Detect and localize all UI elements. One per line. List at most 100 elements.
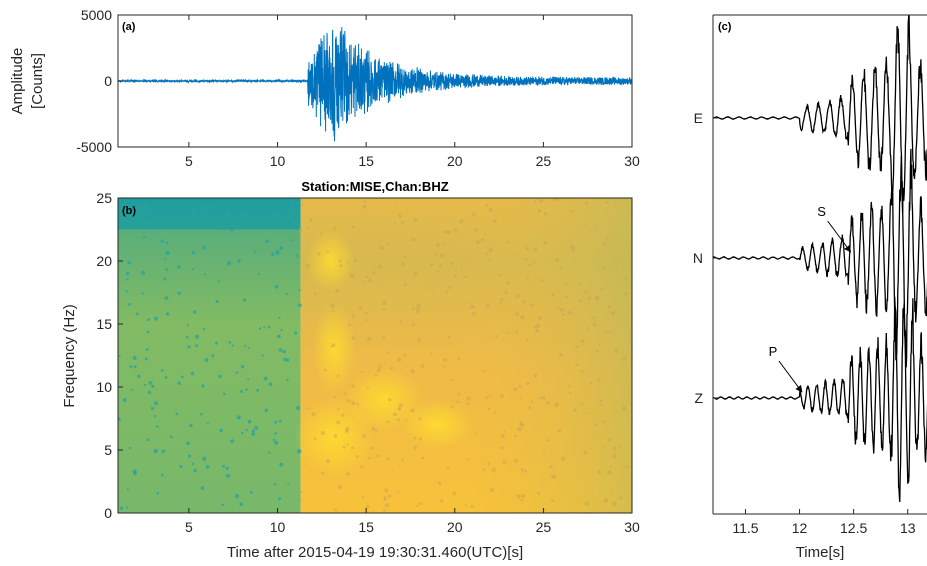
speckle (298, 228, 303, 233)
speckle (569, 391, 572, 394)
speckle (413, 217, 418, 222)
speckle (597, 378, 601, 382)
spectrogram (118, 198, 632, 513)
speckle (363, 200, 367, 204)
speckle (524, 469, 527, 473)
speckle (274, 440, 279, 445)
speckle (349, 273, 355, 278)
speckle (382, 300, 387, 305)
speckle (316, 252, 321, 256)
speckle (130, 205, 135, 210)
speckle (185, 335, 189, 339)
speckle (144, 203, 148, 207)
speckle (279, 462, 284, 467)
x-tick-label-a: 15 (358, 153, 374, 169)
speckle (525, 246, 530, 250)
speckle (520, 493, 526, 499)
speckle (282, 349, 286, 354)
speckle (206, 422, 209, 425)
speckle (375, 429, 378, 432)
chart-title: Station:MISE,Chan:BHZ (301, 179, 448, 194)
speckle (177, 381, 181, 385)
speckle (148, 381, 153, 385)
speckle (466, 402, 470, 406)
speckle (336, 420, 340, 424)
speckle (554, 402, 559, 407)
speckle (126, 488, 129, 491)
speckle (337, 408, 340, 411)
x-tick-label-b: 30 (624, 519, 640, 535)
speckle (393, 222, 397, 225)
speckle (578, 282, 581, 286)
speckle (488, 394, 491, 397)
speckle (153, 316, 158, 321)
speckle (282, 199, 286, 203)
speckle (539, 198, 544, 203)
speckle (227, 261, 232, 266)
speckle (279, 246, 284, 250)
speckle (205, 465, 210, 469)
speckle (225, 466, 229, 470)
speckle (141, 292, 144, 295)
x-axis-b: 5 10 15 20 25 30 (185, 508, 640, 535)
speckle (575, 363, 579, 367)
speckle (189, 423, 193, 428)
speckle (570, 244, 575, 249)
speckle (247, 378, 250, 381)
speckle (383, 498, 387, 501)
speckle (347, 323, 352, 327)
speckle (257, 272, 260, 275)
spectrogram-noise-region (118, 198, 301, 513)
speckle (125, 290, 128, 293)
speckle (520, 498, 524, 502)
speckle (565, 295, 568, 299)
speckle (474, 228, 479, 233)
speckle (602, 241, 607, 246)
speckle (618, 496, 623, 501)
speckle (445, 290, 449, 293)
speckle (175, 412, 179, 416)
speckle (624, 292, 628, 296)
speckle (488, 258, 491, 261)
energy-highlight (345, 367, 422, 432)
speckle (499, 302, 503, 305)
x-axis-a: 5 10 15 20 25 30 (185, 15, 640, 169)
speckle (144, 357, 148, 361)
speckle (214, 218, 218, 221)
speckle (573, 408, 577, 412)
speckle (165, 250, 170, 256)
speckle (151, 384, 155, 388)
speckle (160, 369, 164, 372)
speckle (583, 223, 586, 226)
speckle (416, 303, 421, 308)
speckle (464, 275, 468, 279)
speckle (489, 487, 494, 493)
speckle (250, 491, 253, 494)
speckle (416, 310, 420, 314)
speckle (400, 220, 404, 224)
speckle (235, 494, 240, 499)
speckle (342, 445, 346, 449)
speckle (382, 307, 386, 312)
speckle (179, 465, 183, 469)
speckle (482, 468, 486, 472)
speckle (351, 384, 355, 388)
speckle (186, 441, 191, 446)
speckle (450, 261, 454, 265)
speckle (430, 286, 434, 290)
speckle (365, 319, 368, 322)
speckle (122, 398, 127, 403)
panel-b: Station:MISE,Chan:BHZ (b) 5 10 15 20 25 30 0 5… (61, 179, 640, 561)
speckle (483, 370, 486, 373)
speckle (521, 300, 526, 304)
speckle (204, 205, 209, 210)
speckle (191, 462, 195, 466)
speckle (600, 287, 604, 291)
speckle (263, 326, 266, 329)
panel-a: (a) 5 10 15 20 25 30 5000 0 -5000 Amplitude [Co… (9, 7, 640, 169)
speckle (387, 420, 390, 424)
annotation-arrow-S (827, 220, 852, 253)
speckle (286, 378, 289, 381)
speckle (488, 247, 493, 252)
speckle (146, 438, 150, 442)
